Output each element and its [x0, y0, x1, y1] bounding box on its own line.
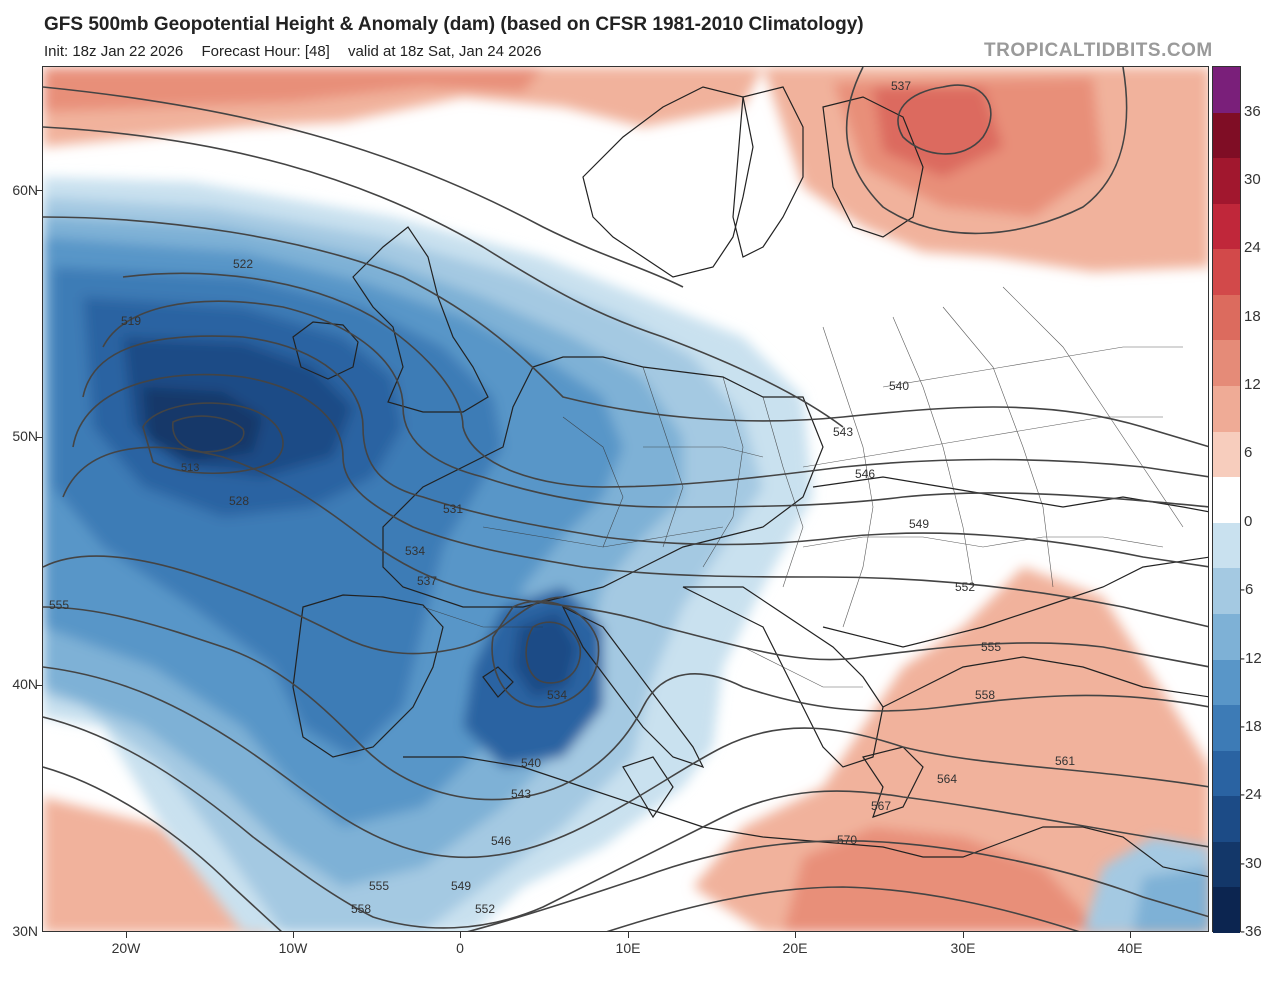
positive-anomaly-areas: [43, 67, 1208, 931]
lon-tick: [963, 932, 964, 938]
contour-label: 549: [909, 517, 929, 531]
colorbar: [1212, 66, 1241, 934]
coastlines: [292, 86, 1208, 878]
contour-label: 543: [511, 787, 531, 801]
contour-label: 534: [547, 688, 567, 702]
colorbar-label: 6: [1244, 444, 1253, 462]
colorbar-segment: [1213, 568, 1240, 615]
colorbar-label: 36: [1244, 102, 1261, 120]
lon-tick: [628, 932, 629, 938]
lon-label: 0: [456, 940, 464, 956]
lat-label: 50N: [12, 428, 38, 444]
lon-label: 10E: [615, 940, 641, 956]
lon-label: 30E: [950, 940, 976, 956]
colorbar-segment: [1213, 294, 1240, 341]
contour-label: 534: [405, 544, 425, 558]
forecast-hour: Forecast Hour: [48]: [201, 43, 330, 60]
colorbar-segment: [1213, 796, 1240, 843]
colorbar-label: 0: [1244, 512, 1253, 530]
colorbar-segment: [1213, 249, 1240, 296]
lon-tick: [293, 932, 294, 938]
contour-label: 519: [121, 314, 141, 328]
lon-tick: [460, 932, 461, 938]
lon-label: 20E: [782, 940, 808, 956]
lat-tick: [36, 685, 42, 686]
contour-label: 567: [871, 799, 891, 813]
contour-label: 540: [889, 379, 909, 393]
init-time: Init: 18z Jan 22 2026: [44, 43, 184, 60]
colorbar-segment: [1213, 158, 1240, 205]
colorbar-label: -18: [1240, 717, 1262, 735]
lon-tick: [126, 932, 127, 938]
colorbar-label: 30: [1244, 170, 1261, 188]
contour-label: 555: [49, 598, 69, 612]
colorbar-segment: [1213, 705, 1240, 752]
colorbar-segment: [1213, 340, 1240, 387]
colorbar-segment: [1213, 431, 1240, 478]
colorbar-segment: [1213, 659, 1240, 706]
colorbar-label: -12: [1240, 649, 1262, 667]
lat-tick: [36, 437, 42, 438]
lat-label: 40N: [12, 676, 38, 692]
colorbar-segment: [1213, 887, 1240, 934]
contour-label: 564: [937, 772, 957, 786]
low-center-label: 513: [181, 462, 199, 474]
valid-time: valid at 18z Sat, Jan 24 2026: [348, 43, 542, 60]
colorbar-segment: [1213, 112, 1240, 159]
colorbar-segment: [1213, 386, 1240, 433]
contour-label: 537: [417, 574, 437, 588]
lat-label: 30N: [12, 923, 38, 939]
contour-label-group: 537 522 519 528 531 534 537 555 534 540 …: [49, 79, 1075, 916]
contour-label: 543: [833, 425, 853, 439]
contour-label: 558: [351, 902, 371, 916]
height-contours: [43, 67, 1208, 931]
contour-label: 540: [521, 756, 541, 770]
contour-label: 552: [955, 580, 975, 594]
colorbar-segment: [1213, 522, 1240, 569]
contour-label: 537: [891, 79, 911, 93]
brand-watermark: TROPICALTIDBITS.COM: [984, 40, 1213, 61]
contour-label: 561: [1055, 754, 1075, 768]
colorbar-label: -30: [1240, 854, 1262, 872]
colorbar-label: -36: [1240, 923, 1262, 940]
contour-label: 522: [233, 257, 253, 271]
lat-label: 60N: [12, 182, 38, 198]
contour-label: 531: [443, 502, 463, 516]
lon-label: 10W: [278, 940, 308, 956]
lat-tick: [36, 190, 42, 191]
colorbar-segment: [1213, 203, 1240, 250]
lon-label: 40E: [1117, 940, 1143, 956]
colorbar-label: 18: [1244, 307, 1261, 325]
contour-label: 555: [981, 640, 1001, 654]
colorbar-segment: [1213, 841, 1240, 888]
colorbar-segment: [1213, 67, 1240, 114]
colorbar-segment: [1213, 750, 1240, 797]
colorbar-label: -6: [1240, 581, 1254, 599]
colorbar-segment: [1213, 613, 1240, 661]
contour-label: 570: [837, 833, 857, 847]
lon-tick: [1130, 932, 1131, 938]
contour-label: 552: [475, 902, 495, 916]
lon-tick: [795, 932, 796, 938]
chart-title: GFS 500mb Geopotential Height & Anomaly …: [44, 14, 864, 35]
anomaly-map: 537 522 519 528 531 534 537 555 534 540 …: [42, 66, 1209, 932]
country-borders: [422, 286, 1184, 688]
colorbar-label: 24: [1244, 239, 1261, 257]
lon-label: 20W: [111, 940, 141, 956]
chart-subtitle: Init: 18z Jan 22 2026 Forecast Hour: [48…: [44, 43, 556, 60]
map-canvas: 537 522 519 528 531 534 537 555 534 540 …: [43, 67, 1208, 931]
contour-label: 528: [229, 494, 249, 508]
colorbar-label: -24: [1240, 786, 1262, 804]
contour-label: 555: [369, 879, 389, 893]
colorbar-label: 12: [1244, 376, 1261, 394]
contour-label: 549: [451, 879, 471, 893]
contour-label: 546: [491, 834, 511, 848]
contour-label: 546: [855, 467, 875, 481]
colorbar-segment: [1213, 477, 1240, 524]
contour-label: 558: [975, 688, 995, 702]
